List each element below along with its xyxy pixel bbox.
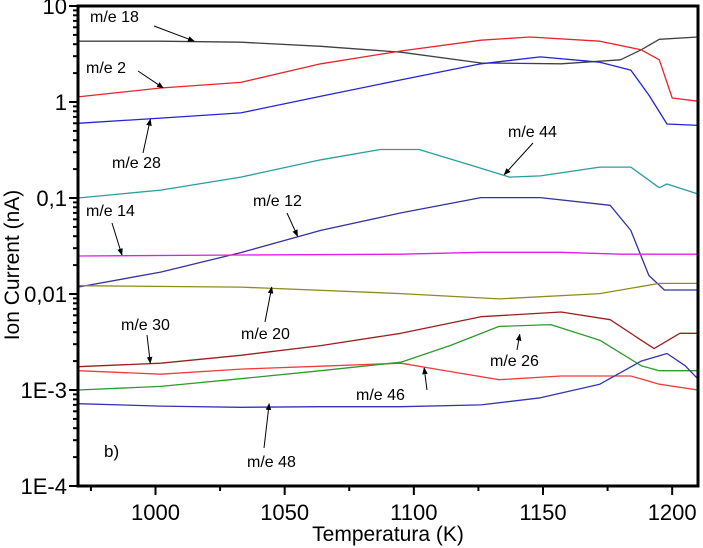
annotation-arrow-m-e-46: [422, 367, 428, 391]
series-line-m-e-18: [78, 36, 699, 65]
series-line-m-e-48: [77, 352, 699, 408]
series-line-m-e-12: [77, 196, 698, 291]
annotation-arrow-m-e-48: [263, 403, 272, 449]
annotation-arrow-m-e-44: [503, 142, 534, 176]
annotation-arrow-m-e-2: [137, 70, 164, 89]
annotation-arrow-m-e-12: [286, 212, 299, 237]
x-tick-label: 1150: [519, 500, 566, 525]
annotation-label-m-e-46: m/e 46: [356, 387, 405, 404]
panel-label: b): [104, 442, 119, 461]
y-tick-label: 1: [55, 90, 67, 115]
annotation-label-m-e-14: m/e 14: [86, 203, 135, 220]
axes-layer: 1000 1050 1100 1150 1200 10 1 0,1 0,01 1E-3 1E-4: [21, 0, 700, 525]
series-line-m-e-28: [77, 56, 699, 127]
annotation-label-m-e-12: m/e 12: [253, 193, 302, 210]
annotation-label-m-e-44: m/e 44: [508, 124, 557, 141]
annotation-arrow-m-e-14: [111, 222, 123, 256]
annotation-label-m-e-26: m/e 26: [490, 353, 539, 370]
annotation-label-m-e-20: m/e 20: [241, 326, 290, 343]
annotation-label-m-e-28: m/e 28: [112, 155, 161, 172]
series-line-m-e-14: [77, 251, 698, 257]
annotation-arrow-m-e-28: [142, 118, 152, 154]
annotation-label-m-e-48: m/e 48: [247, 454, 296, 471]
y-tick-label: 1E-3: [21, 378, 67, 403]
y-axis-title: Ion Current (nA): [1, 190, 24, 341]
series-line-m-e-20: [77, 282, 698, 300]
x-axis-title: Temperatura (K): [312, 523, 464, 546]
series-line-m-e-2: [77, 36, 699, 102]
y-tick-label: 0,1: [36, 186, 67, 211]
y-tick-label: 0,01: [24, 282, 67, 307]
series-line-m-e-30: [77, 311, 698, 368]
x-tick-label: 1050: [260, 500, 309, 525]
series-line-m-e-26: [77, 323, 698, 391]
annotation-label-m-e-30: m/e 30: [121, 317, 170, 334]
annotation-arrow-m-e-20: [264, 286, 274, 323]
series-line-m-e-44: [77, 148, 699, 199]
annotation-arrow-m-e-18: [153, 25, 195, 42]
x-tick-label: 1200: [648, 500, 697, 525]
y-tick-label: 10: [43, 0, 67, 19]
x-tick-label: 1100: [390, 500, 437, 525]
series-line-m-e-46: [77, 362, 699, 391]
series-layer: [77, 36, 699, 408]
plot-frame: [76, 4, 700, 488]
annotation-arrow-m-e-30: [146, 334, 153, 364]
y-tick-label: 1E-4: [21, 474, 67, 499]
x-tick-label: 1000: [131, 500, 180, 525]
annotation-label-m-e-2: m/e 2: [86, 60, 126, 77]
annotation-label-m-e-18: m/e 18: [90, 9, 139, 26]
annotation-arrow-m-e-26: [515, 333, 522, 351]
annotation-layer: m/e 18 m/e 2 m/e 28 m/e 44 m/e 14 m/e 12 m/e 2…: [86, 9, 557, 471]
